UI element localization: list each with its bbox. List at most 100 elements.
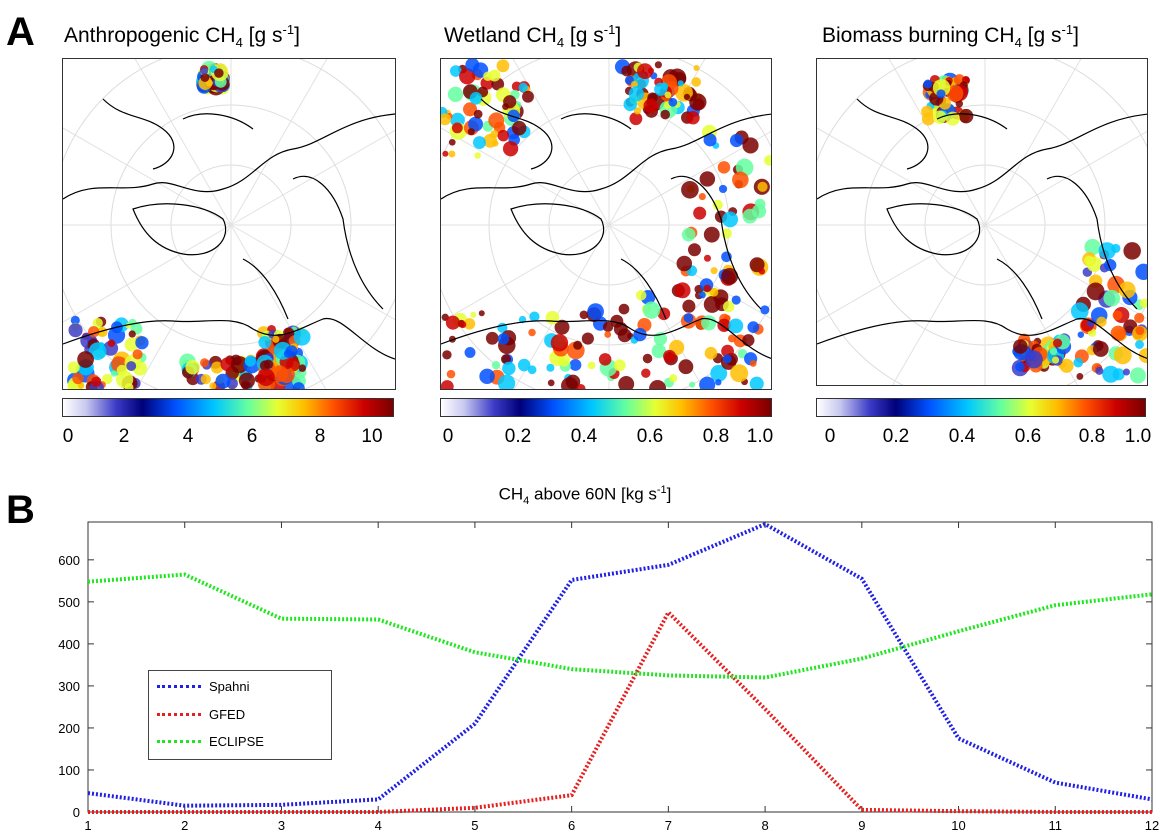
emission-cell	[472, 136, 486, 150]
emission-cell	[686, 111, 700, 125]
emission-cell	[923, 79, 933, 89]
emission-cell	[470, 311, 477, 318]
emission-cell	[479, 368, 495, 385]
emission-cell	[1084, 238, 1101, 256]
graticule-meridian	[135, 224, 232, 389]
x-tick-label: 4	[375, 818, 382, 833]
emission-cell	[623, 97, 638, 112]
emission-cell	[554, 319, 570, 335]
graticule-meridian	[984, 59, 1082, 226]
emission-cell	[441, 113, 452, 126]
graticule-meridian	[817, 224, 986, 323]
emission-cell	[730, 364, 749, 383]
graticule-meridian	[984, 130, 1147, 226]
emission-cell	[760, 305, 770, 315]
emission-cell	[958, 108, 974, 124]
emission-cell	[749, 376, 764, 389]
emission-cell	[1102, 365, 1120, 383]
emission-cell	[721, 344, 734, 358]
emission-cell	[107, 339, 116, 347]
emission-cell	[587, 361, 596, 370]
emission-cell	[698, 291, 706, 299]
emission-cell	[468, 116, 484, 132]
emission-cell	[629, 112, 643, 126]
emission-cell	[587, 303, 604, 320]
emission-cell	[220, 357, 235, 372]
emission-cell	[749, 359, 757, 367]
emission-cell	[1123, 242, 1141, 260]
coastline	[102, 98, 175, 170]
coastline	[480, 98, 553, 170]
colorbar-tick: 0.4	[948, 426, 976, 447]
emission-cell	[621, 65, 632, 77]
emission-cell	[604, 331, 612, 338]
colorbar-tick: 1.0	[1124, 426, 1152, 447]
emission-cell	[722, 211, 739, 228]
emission-cell	[465, 59, 480, 72]
emission-cell	[643, 98, 658, 114]
emission-cell	[449, 65, 462, 77]
emission-cell	[654, 61, 662, 69]
emission-cell	[102, 373, 113, 385]
emission-cell	[663, 349, 676, 363]
map-anthropogenic	[62, 58, 396, 390]
emission-cell	[1138, 347, 1147, 364]
emission-cell	[1086, 319, 1095, 327]
graticule-meridian	[63, 224, 232, 323]
emission-cell	[469, 92, 483, 105]
emission-cell	[1118, 281, 1136, 299]
emission-cell	[576, 383, 586, 389]
emission-cell	[258, 335, 272, 349]
plot-frame	[87, 521, 1153, 813]
emission-cell	[1135, 263, 1147, 281]
map-wetland	[440, 58, 772, 390]
emission-cell	[1049, 347, 1058, 356]
emission-cell	[1059, 358, 1074, 373]
emission-cell	[110, 370, 118, 377]
emission-cell	[244, 355, 256, 367]
map-title-anthropogenic: Anthropogenic CH4 [g s-1]	[64, 22, 300, 51]
emission-cell	[641, 368, 651, 378]
coastline	[441, 113, 771, 200]
x-tick-label: 2	[181, 818, 188, 833]
emission-cell	[1139, 298, 1147, 308]
emission-cell	[681, 227, 696, 242]
emission-cell	[503, 95, 517, 109]
coastline	[510, 203, 605, 256]
emission-cell	[710, 267, 718, 275]
coastline	[620, 258, 667, 320]
emission-cell	[557, 353, 571, 367]
coastline	[886, 203, 981, 256]
x-tick-label: 7	[665, 818, 672, 833]
emission-cell	[628, 86, 644, 102]
emission-cell	[688, 243, 701, 257]
emission-cell	[722, 300, 735, 313]
emission-cell	[550, 334, 569, 352]
graticule-meridian	[134, 59, 232, 226]
y-tick-label: 600	[58, 553, 80, 568]
y-tick-label: 100	[58, 763, 80, 778]
emission-cell	[448, 150, 456, 158]
emission-cell	[598, 353, 612, 366]
graticule-meridian	[441, 127, 610, 226]
series-line-eclipse	[87, 572, 1153, 680]
x-tick-label: 11	[1049, 818, 1063, 833]
emission-cell	[546, 363, 555, 372]
emission-cell	[921, 112, 935, 126]
graticule-meridian	[441, 224, 610, 323]
emission-cell	[1095, 366, 1104, 375]
emission-cell	[728, 318, 744, 334]
emission-cell	[715, 379, 722, 386]
emission-cell	[259, 360, 271, 371]
emission-cell	[703, 296, 721, 313]
emission-cell	[757, 181, 768, 192]
series-line-spahni	[87, 521, 1153, 808]
emission-cell	[459, 68, 476, 85]
emission-cell	[742, 137, 759, 154]
emission-cell	[1084, 255, 1094, 266]
emission-cell	[674, 282, 691, 299]
coastline	[1046, 175, 1138, 310]
legend-swatch	[157, 739, 201, 743]
emission-cell	[200, 73, 210, 82]
